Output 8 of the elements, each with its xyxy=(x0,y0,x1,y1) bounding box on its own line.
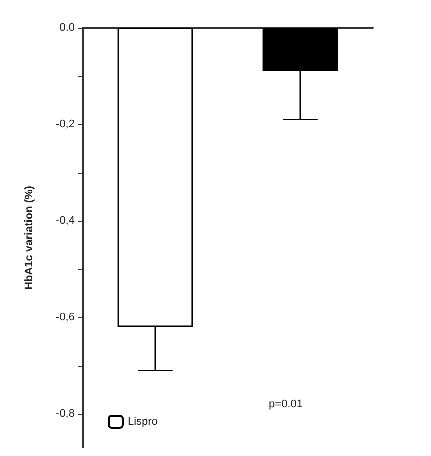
y-tick-label: 0.0 xyxy=(60,22,75,34)
y-tick-label: -0,2 xyxy=(56,118,75,131)
y-tick-label: -0,6 xyxy=(56,312,75,324)
annotation: p=0.01 xyxy=(269,398,303,410)
y-axis-title: HbA1c variation (%) xyxy=(24,186,36,290)
y-tick-label: -0,4 xyxy=(56,215,75,228)
legend-label: Lispro xyxy=(128,416,158,428)
y-tick-label: -0,8 xyxy=(56,408,75,420)
